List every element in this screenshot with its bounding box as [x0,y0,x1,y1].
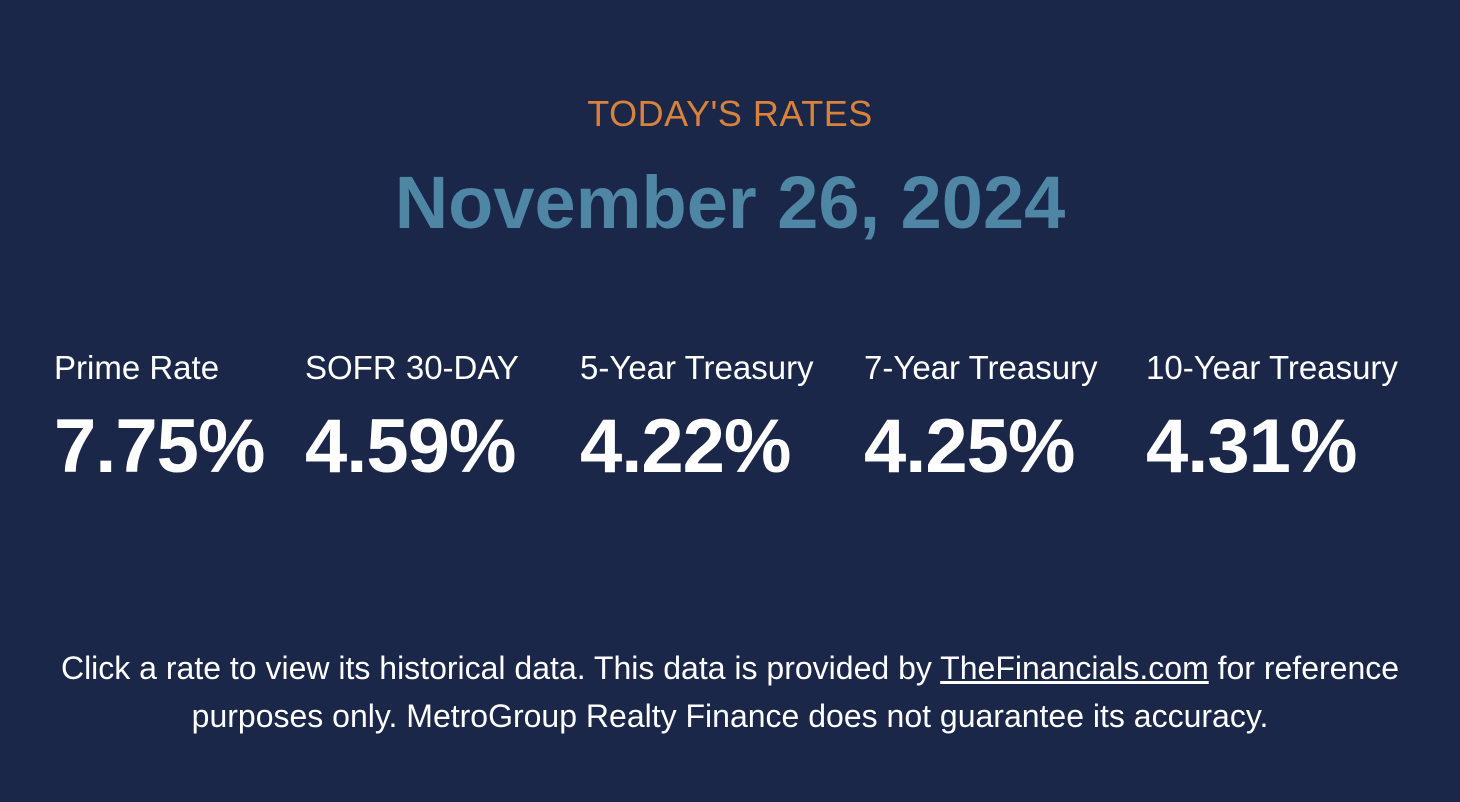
rate-value: 4.22% [580,404,791,489]
rate-label: SOFR 30-DAY [305,349,519,386]
rate-sofr-30-day[interactable]: SOFR 30-DAY 4.59% [305,348,519,492]
rate-label: 7-Year Treasury [864,349,1098,386]
todays-rates-heading: TODAY'S RATES [587,93,873,134]
rate-label: 10-Year Treasury [1146,349,1398,386]
rate-10-year-treasury[interactable]: 10-Year Treasury 4.31% [1146,348,1398,492]
rate-7-year-treasury[interactable]: 7-Year Treasury 4.25% [864,348,1098,492]
rate-value: 4.59% [305,404,516,489]
rate-value: 7.75% [54,404,265,489]
disclaimer-notice: Click a rate to view its historical data… [60,644,1400,740]
rate-label: 5-Year Treasury [580,349,814,386]
rates-date: November 26, 2024 [394,161,1066,244]
thefinancials-link[interactable]: TheFinancials.com [940,650,1209,686]
rates-row: Prime Rate 7.75% SOFR 30-DAY 4.59% 5-Yea… [0,348,1460,508]
rate-value: 4.31% [1146,404,1357,489]
rate-5-year-treasury[interactable]: 5-Year Treasury 4.22% [580,348,814,492]
rate-label: Prime Rate [54,349,220,386]
notice-text-after: for reference purposes only. MetroGroup … [191,650,1400,734]
rate-value: 4.25% [864,404,1075,489]
notice-text-before: Click a rate to view its historical data… [60,650,941,686]
rate-prime[interactable]: Prime Rate 7.75% [54,348,265,492]
